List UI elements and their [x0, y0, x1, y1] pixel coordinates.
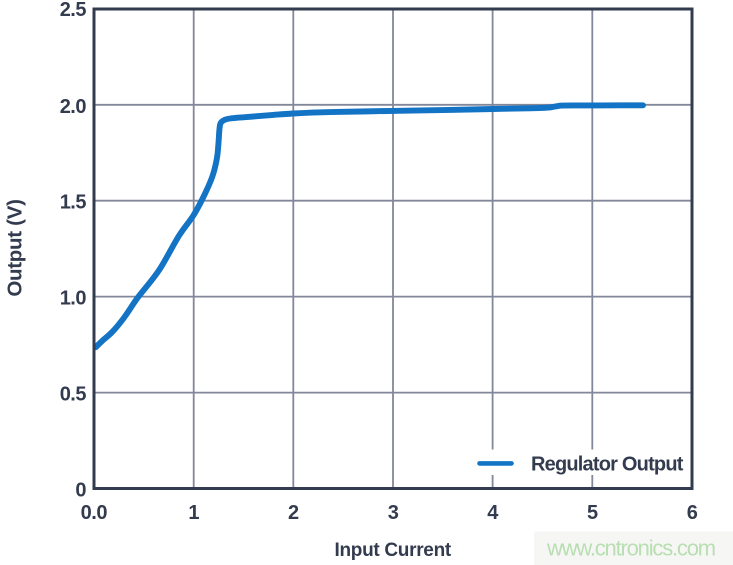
svg-text:2.5: 2.5: [60, 0, 87, 21]
svg-text:4: 4: [487, 502, 499, 524]
svg-text:1.0: 1.0: [60, 288, 87, 310]
svg-text:6: 6: [687, 502, 698, 524]
svg-text:5: 5: [587, 502, 598, 524]
svg-text:www.cntronics.com: www.cntronics.com: [546, 536, 715, 561]
svg-text:2.0: 2.0: [60, 96, 87, 118]
svg-text:1: 1: [188, 502, 199, 524]
svg-text:0.0: 0.0: [81, 502, 108, 524]
svg-text:Output (V): Output (V): [4, 199, 27, 296]
svg-text:2: 2: [288, 502, 299, 524]
svg-text:Regulator Output: Regulator Output: [531, 454, 684, 476]
svg-text:3: 3: [388, 502, 399, 524]
svg-text:0: 0: [75, 479, 86, 501]
svg-text:1.5: 1.5: [60, 192, 87, 214]
svg-text:Input Current: Input Current: [334, 540, 451, 561]
svg-text:0.5: 0.5: [60, 384, 87, 406]
